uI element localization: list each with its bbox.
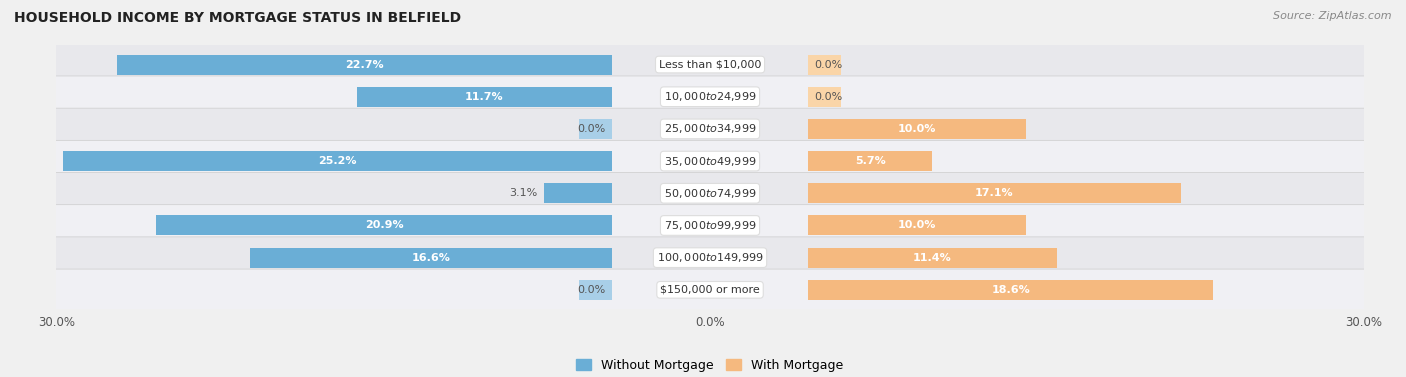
FancyBboxPatch shape — [46, 269, 1374, 311]
Bar — [579, 280, 612, 300]
Text: 3.1%: 3.1% — [509, 188, 538, 198]
Bar — [357, 87, 612, 107]
Text: $35,000 to $49,999: $35,000 to $49,999 — [664, 155, 756, 168]
Bar — [117, 55, 612, 75]
Text: 17.1%: 17.1% — [976, 188, 1014, 198]
Text: 22.7%: 22.7% — [346, 60, 384, 69]
Text: Source: ZipAtlas.com: Source: ZipAtlas.com — [1274, 11, 1392, 21]
Bar — [808, 248, 1056, 268]
FancyBboxPatch shape — [46, 140, 1374, 182]
Bar — [544, 183, 612, 203]
FancyBboxPatch shape — [46, 205, 1374, 246]
Bar — [808, 183, 1181, 203]
FancyBboxPatch shape — [46, 44, 1374, 85]
FancyBboxPatch shape — [46, 76, 1374, 118]
Text: 18.6%: 18.6% — [991, 285, 1031, 295]
Bar — [808, 151, 932, 171]
Bar — [63, 151, 612, 171]
Text: HOUSEHOLD INCOME BY MORTGAGE STATUS IN BELFIELD: HOUSEHOLD INCOME BY MORTGAGE STATUS IN B… — [14, 11, 461, 25]
Text: 10.0%: 10.0% — [898, 124, 936, 134]
Text: Less than $10,000: Less than $10,000 — [659, 60, 761, 69]
Text: 0.0%: 0.0% — [814, 92, 842, 102]
Text: $100,000 to $149,999: $100,000 to $149,999 — [657, 251, 763, 264]
FancyBboxPatch shape — [46, 173, 1374, 214]
Text: 25.2%: 25.2% — [318, 156, 357, 166]
Text: 5.7%: 5.7% — [855, 156, 886, 166]
Text: 11.4%: 11.4% — [912, 253, 952, 263]
Bar — [250, 248, 612, 268]
FancyBboxPatch shape — [46, 237, 1374, 278]
FancyBboxPatch shape — [46, 108, 1374, 150]
Text: $50,000 to $74,999: $50,000 to $74,999 — [664, 187, 756, 200]
Text: 0.0%: 0.0% — [814, 60, 842, 69]
Text: 0.0%: 0.0% — [578, 124, 606, 134]
Bar — [808, 280, 1213, 300]
Bar — [808, 55, 841, 75]
Bar — [808, 87, 841, 107]
Text: 10.0%: 10.0% — [898, 221, 936, 230]
Bar — [808, 119, 1026, 139]
Bar — [579, 119, 612, 139]
Text: $75,000 to $99,999: $75,000 to $99,999 — [664, 219, 756, 232]
Text: $10,000 to $24,999: $10,000 to $24,999 — [664, 90, 756, 103]
Text: 16.6%: 16.6% — [412, 253, 450, 263]
Legend: Without Mortgage, With Mortgage: Without Mortgage, With Mortgage — [571, 354, 849, 377]
Text: $150,000 or more: $150,000 or more — [661, 285, 759, 295]
Text: $25,000 to $34,999: $25,000 to $34,999 — [664, 123, 756, 135]
Text: 0.0%: 0.0% — [578, 285, 606, 295]
Text: 11.7%: 11.7% — [465, 92, 503, 102]
Text: 20.9%: 20.9% — [366, 221, 404, 230]
Bar — [156, 216, 612, 236]
Bar — [808, 216, 1026, 236]
